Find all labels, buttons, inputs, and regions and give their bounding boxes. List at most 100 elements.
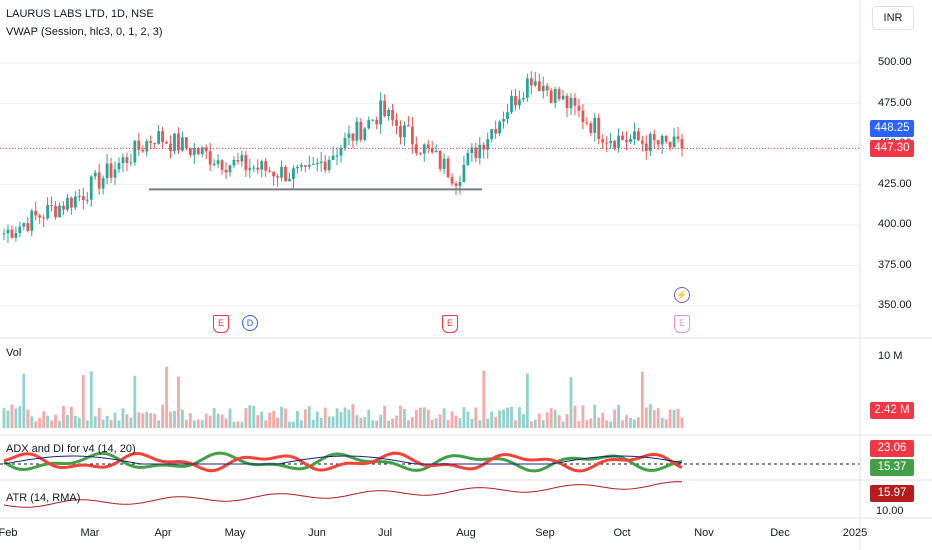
volume-bar-35	[141, 413, 145, 428]
candle-body-107	[426, 144, 430, 149]
adx-legend[interactable]: ADX and DI for v4 (14, 20)	[6, 443, 136, 455]
volume-bar-45	[181, 409, 184, 428]
volume-bar-76	[303, 409, 307, 428]
candle-body-80	[319, 161, 323, 163]
candle-body-166	[660, 135, 664, 145]
candle-body-14	[58, 205, 61, 218]
candle-body-33	[133, 140, 137, 163]
volume-bar-102	[407, 420, 410, 428]
candle-body-34	[137, 140, 141, 150]
volume-bar-44	[177, 376, 180, 428]
dividend-event[interactable]: D	[242, 315, 258, 331]
volume-bar-129	[514, 420, 517, 428]
volume-bar-75	[299, 420, 303, 428]
volume-bar-95	[379, 414, 383, 428]
volume-bar-122	[486, 418, 490, 428]
candle-body-140	[557, 89, 561, 100]
volume-bar-83	[331, 416, 335, 428]
volume-bar-16	[66, 414, 69, 428]
candle-body-90	[359, 121, 363, 140]
candle-body-149	[593, 117, 597, 133]
volume-bar-77	[307, 406, 311, 428]
candle-body-60	[240, 155, 244, 162]
volume-bar-85	[339, 411, 343, 428]
volume-bar-73	[292, 421, 295, 428]
volume-bar-8	[34, 421, 38, 428]
candle-body-128	[510, 95, 513, 113]
candle-body-82	[327, 159, 331, 171]
volume-bar-128	[510, 406, 513, 428]
candle-body-23	[93, 172, 97, 177]
currency-selector[interactable]: INR	[872, 6, 914, 30]
adx-line	[3, 455, 683, 465]
candle-body-40	[161, 131, 164, 143]
candle-body-151	[601, 139, 605, 143]
volume-bar-124	[494, 416, 498, 428]
candle-body-20	[81, 196, 85, 201]
vol-legend[interactable]: Vol	[6, 347, 22, 359]
candle-body-97	[387, 109, 390, 117]
candle-body-134	[533, 81, 537, 86]
volume-bar-100	[399, 405, 402, 428]
volume-bar-103	[410, 417, 414, 428]
volume-bar-153	[609, 421, 613, 428]
volume-bar-82	[327, 416, 331, 428]
volume-bar-33	[133, 375, 137, 428]
candle-body-164	[652, 134, 656, 141]
volume-bar-118	[470, 418, 474, 428]
volume-bar-147	[585, 420, 589, 428]
earnings-event-2[interactable]: E	[442, 315, 458, 333]
candle-body-6	[26, 223, 30, 231]
volume-bar-14	[58, 420, 61, 428]
grid	[0, 62, 860, 307]
candle-body-170	[676, 136, 680, 139]
volume-bar-53	[212, 407, 216, 428]
atr-legend[interactable]: ATR (14, RMA)	[6, 492, 81, 504]
volume-bar-21	[85, 420, 89, 428]
candle-body-123	[490, 129, 494, 140]
candle-body-4	[18, 226, 22, 234]
candle-body-111	[442, 158, 446, 169]
volume-bar-151	[601, 412, 605, 428]
volume-bar-47	[188, 413, 192, 428]
volume-bar-114	[454, 415, 458, 428]
volume-bar-159	[633, 419, 636, 428]
vwap-legend[interactable]: VWAP (Session, hlc3, 0, 1, 2, 3)	[6, 26, 163, 38]
candle-body-29	[117, 163, 121, 170]
candle-body-148	[589, 123, 593, 133]
volume-bar-74	[296, 411, 299, 428]
candle-body-119	[474, 147, 478, 159]
earnings-event-3[interactable]: E	[674, 315, 690, 333]
x-tick-Sep: Sep	[535, 527, 555, 539]
candle-body-125	[498, 121, 502, 134]
flash-event-icon[interactable]: ⚡	[674, 287, 690, 303]
candle-body-127	[506, 112, 509, 120]
volume-bar-63	[252, 405, 256, 428]
candle-body-168	[668, 141, 672, 148]
volume-bar-135	[537, 413, 541, 428]
candle-body-30	[121, 157, 125, 164]
volume-bar-29	[117, 420, 121, 428]
candle-body-116	[462, 164, 466, 182]
volume-bar-99	[395, 415, 398, 428]
candle-body-75	[299, 165, 303, 167]
candle-body-144	[573, 97, 577, 106]
atr-line	[3, 481, 683, 508]
candle-body-58	[232, 160, 236, 166]
candle-body-118	[470, 147, 474, 154]
symbol-legend[interactable]: LAURUS LABS LTD, 1D, NSE	[6, 8, 154, 20]
candle-body-154	[613, 141, 616, 148]
x-tick-Dec: Dec	[770, 527, 790, 539]
volume-bar-115	[458, 418, 462, 428]
candle-body-31	[125, 157, 129, 163]
volume-bar-170	[676, 409, 680, 428]
earnings-event-1[interactable]: E	[213, 315, 229, 333]
candle-body-101	[403, 125, 406, 138]
volume-bar-5	[22, 373, 26, 428]
volume-bar-167	[664, 419, 668, 428]
volume-bar-58	[232, 421, 236, 428]
candle-body-145	[577, 105, 581, 111]
atr-badge: 15.97	[870, 485, 914, 502]
